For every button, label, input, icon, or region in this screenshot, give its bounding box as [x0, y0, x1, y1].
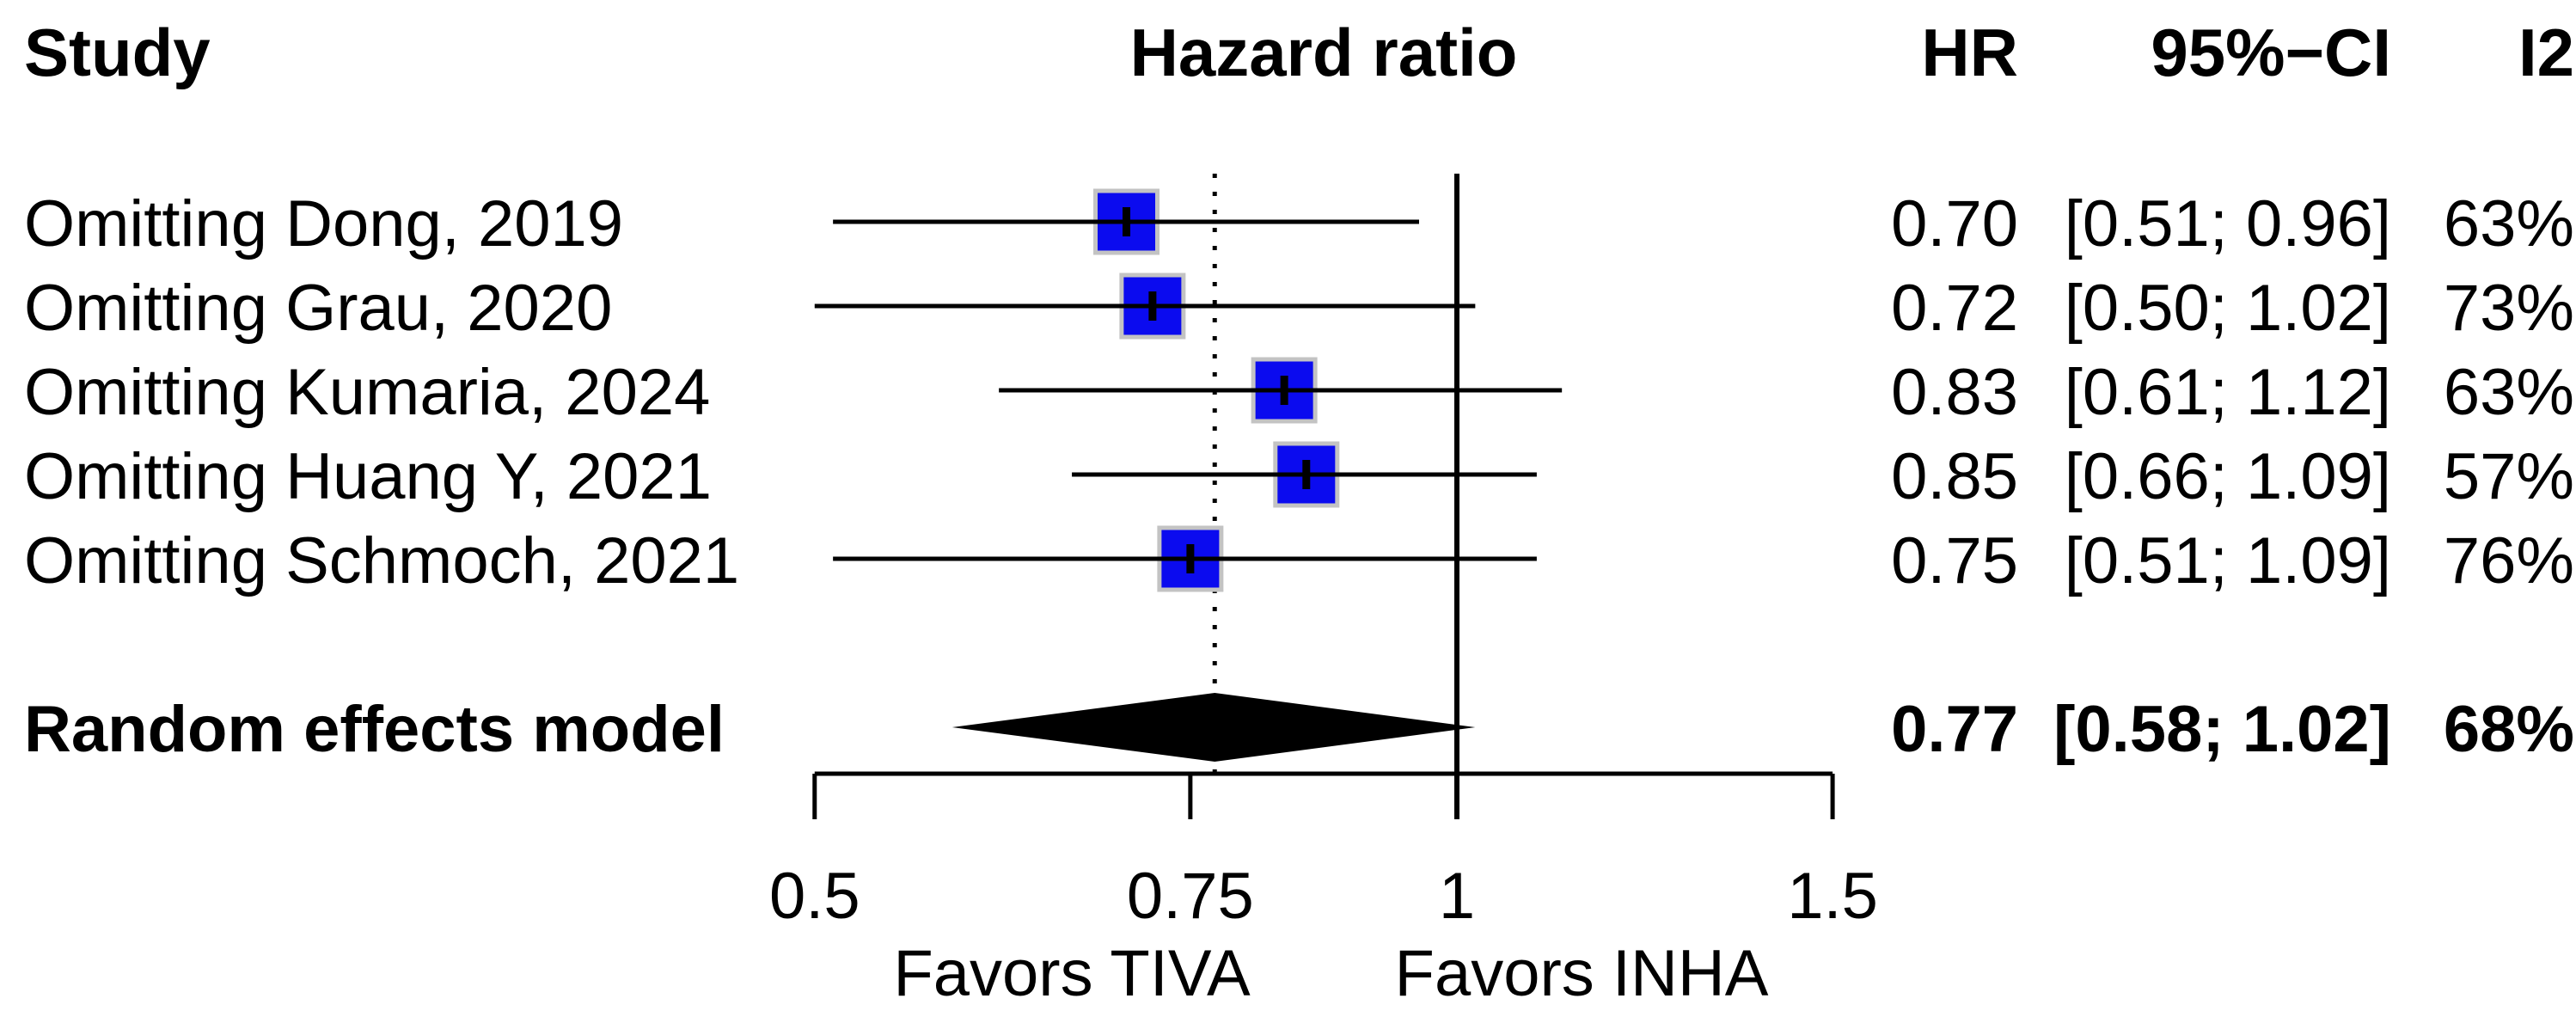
pooled-row: Random effects model 0.77 [0.58; 1.02] 68%: [24, 693, 2574, 766]
study-label: Omitting Kumaria, 2024: [24, 356, 710, 429]
pooled-label: Random effects model: [24, 693, 725, 766]
point-estimate-tick: [1148, 291, 1157, 321]
ci-value: [0.66; 1.09]: [2065, 440, 2391, 513]
ci-value: [0.61; 1.12]: [2065, 356, 2391, 429]
ci-value: [0.51; 1.09]: [2065, 524, 2391, 597]
forest-row: Omitting Dong, 2019 0.70 [0.51; 0.96] 63%: [24, 187, 2574, 260]
forest-row: Omitting Schmoch, 2021 0.75 [0.51; 1.09] 76…: [24, 524, 2574, 597]
pooled-ci-value: [0.58; 1.02]: [2053, 693, 2391, 766]
hr-value: 0.70: [1891, 187, 2018, 260]
point-estimate-tick: [1280, 376, 1288, 405]
i2-value: 63%: [2444, 187, 2574, 260]
x-axis-tick-label: 1.5: [1787, 860, 1878, 933]
hr-value: 0.75: [1891, 524, 2018, 597]
hr-value: 0.72: [1891, 272, 2018, 345]
favors-left-label: Favors TIVA: [893, 937, 1251, 1010]
forest-row: Omitting Huang Y, 2021 0.85 [0.66; 1.09] 57…: [24, 440, 2574, 513]
pooled-hr-value: 0.77: [1891, 693, 2018, 766]
favors-right-label: Favors INHA: [1395, 937, 1769, 1010]
column-header-i2: I2: [2518, 15, 2574, 90]
pooled-diamond: [951, 693, 1476, 762]
ci-value: [0.51; 0.96]: [2065, 187, 2391, 260]
column-header-study: Study: [24, 15, 211, 90]
x-axis-tick-label: 0.5: [769, 860, 860, 933]
forest-row: Omitting Kumaria, 2024 0.83 [0.61; 1.12] 63…: [24, 356, 2574, 429]
x-axis-tick-label: 1: [1439, 860, 1475, 933]
column-header-ci: 95%−CI: [2151, 15, 2391, 90]
x-axis-tick-label: 0.75: [1127, 860, 1254, 933]
study-label: Omitting Grau, 2020: [24, 272, 612, 345]
i2-value: 73%: [2444, 272, 2574, 345]
i2-value: 57%: [2444, 440, 2574, 513]
column-header-hr: HR: [1921, 15, 2018, 90]
point-estimate-tick: [1186, 544, 1195, 573]
study-label: Omitting Huang Y, 2021: [24, 440, 712, 513]
study-label: Omitting Schmoch, 2021: [24, 524, 739, 597]
ci-value: [0.50; 1.02]: [2065, 272, 2391, 345]
forest-row: Omitting Grau, 2020 0.72 [0.50; 1.02] 73%: [24, 272, 2574, 345]
column-headers: Study Hazard ratio HR 95%−CI I2: [24, 15, 2574, 90]
hr-value: 0.83: [1891, 356, 2018, 429]
column-header-hazard-ratio: Hazard ratio: [1130, 15, 1518, 90]
forest-plot-area: Omitting Dong, 2019 0.70 [0.51; 0.96] 63%Om…: [24, 174, 2574, 933]
point-estimate-tick: [1123, 207, 1131, 236]
pooled-i2-value: 68%: [2444, 693, 2574, 766]
point-estimate-tick: [1302, 460, 1311, 489]
i2-value: 76%: [2444, 524, 2574, 597]
study-label: Omitting Dong, 2019: [24, 187, 623, 260]
axis-direction-labels: Favors TIVA Favors INHA: [893, 937, 1768, 1010]
i2-value: 63%: [2444, 356, 2574, 429]
x-axis: 0.5 0.75 1 1.5: [769, 771, 1878, 933]
hr-value: 0.85: [1891, 440, 2018, 513]
